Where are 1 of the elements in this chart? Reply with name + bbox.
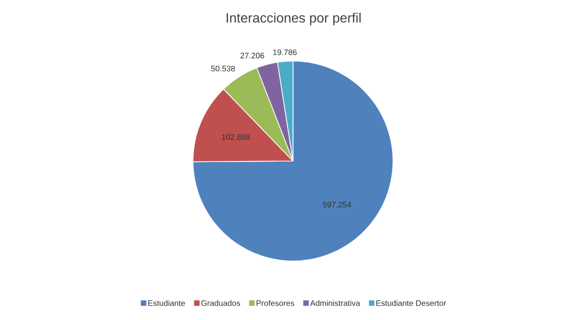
chart-title: Interacciones por perfil <box>226 12 361 26</box>
